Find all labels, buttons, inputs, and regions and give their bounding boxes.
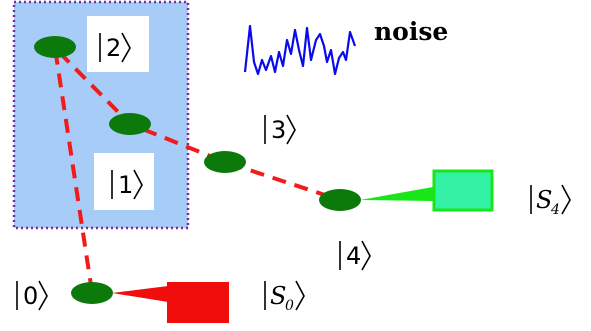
ket-angle [286,114,296,145]
sink-0-subscript: 0 [285,298,294,314]
site-2 [34,36,76,58]
sink-0-letter: S [270,282,286,310]
ket-1-value: 1 [118,171,133,199]
ket-1: 1 [111,169,143,200]
ket-angle [295,280,305,311]
sink-4-connector [360,187,433,201]
site-1 [109,113,151,135]
sink-0-ket: S 0 [264,280,305,314]
sink-0 [167,282,229,323]
ket-3: 3 [264,114,296,145]
ket-2-label-box [87,16,149,72]
ket-angle [121,32,131,63]
ket-angle [38,280,48,311]
sink-4 [432,169,494,212]
sink-4-ket: S 4 [530,184,571,218]
site-3 [204,151,246,173]
sink-4-subscript: 4 [550,202,560,218]
sink-4-letter: S [536,186,552,214]
noise-label: noise [374,17,448,46]
ket-0-value: 0 [23,282,38,310]
ket-angle [561,184,571,215]
ket-3-value: 3 [271,116,286,144]
ket-1-label-box [94,153,154,210]
site-0 [71,282,113,304]
noise-trace-icon [243,24,357,76]
ket-2-value: 2 [106,34,121,62]
ket-angle [133,169,143,200]
ket-2: 2 [99,32,131,63]
ket-0: 0 [16,280,48,311]
ket-4: 4 [339,240,371,271]
site-4 [319,189,361,211]
ket-4-value: 4 [346,242,361,270]
sink-0-connector [112,286,168,302]
ket-angle [361,240,371,271]
